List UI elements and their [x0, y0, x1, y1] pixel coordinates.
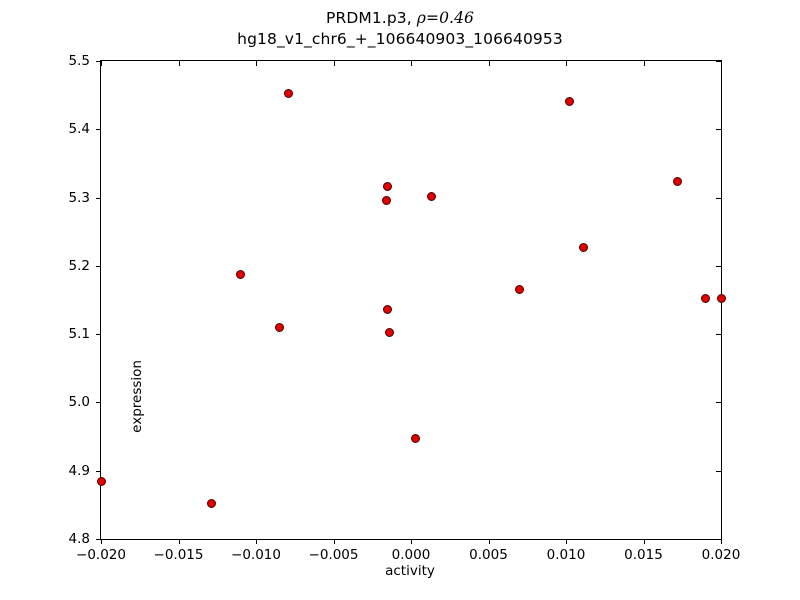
y-axis-tick-label: 5.3	[68, 189, 90, 206]
data-point	[673, 177, 683, 187]
data-point	[284, 89, 294, 99]
y-axis-tick	[96, 265, 101, 267]
data-point	[716, 294, 726, 304]
x-axis-tick-top	[411, 61, 412, 66]
y-axis-tick-label: 5.0	[68, 394, 90, 411]
y-axis-tick-right	[716, 61, 721, 62]
data-point	[384, 328, 394, 338]
y-axis-tick	[96, 470, 101, 472]
data-point	[426, 191, 436, 201]
y-axis-tick-label: 4.9	[68, 462, 90, 479]
data-point	[578, 242, 588, 252]
data-point	[236, 269, 245, 279]
x-axis-tick-label: −0.015	[153, 547, 204, 563]
y-axis-tick-label: 5.2	[68, 257, 90, 274]
plot-data-area	[96, 61, 726, 539]
x-axis-tick	[721, 539, 722, 544]
x-axis-tick-top	[178, 61, 180, 66]
y-axis-label: expression	[129, 360, 145, 433]
x-axis-tick-label: 0.015	[624, 547, 663, 563]
y-axis-tick	[96, 61, 101, 62]
x-axis-tick-top	[101, 61, 102, 66]
y-axis-tick-right	[716, 265, 721, 267]
x-axis-tick-label: −0.010	[231, 547, 281, 563]
data-point	[96, 477, 106, 487]
x-axis-tick	[643, 539, 645, 544]
x-axis-tick-label: −0.020	[76, 547, 126, 563]
y-axis-tick-right	[716, 334, 721, 336]
chart-title-prefix: PRDM1.p3,	[326, 9, 417, 27]
y-axis-tick-right	[716, 402, 721, 404]
x-axis-tick	[566, 539, 567, 544]
data-point	[274, 323, 284, 333]
y-axis-tick-label: 5.5	[68, 53, 90, 69]
rho-symbol: ρ	[416, 9, 426, 27]
data-point	[515, 285, 524, 295]
x-axis-tick	[333, 539, 335, 544]
x-axis-tick-top	[566, 61, 567, 66]
x-axis-tick-label: 0.005	[469, 547, 508, 563]
data-point	[411, 434, 421, 444]
x-axis-tick-top	[488, 61, 490, 66]
x-axis-tick-top	[721, 61, 722, 66]
y-axis-tick	[96, 129, 101, 131]
x-axis-tick	[101, 539, 102, 544]
x-axis-tick-label: −0.005	[308, 547, 359, 563]
y-axis-tick-right	[716, 129, 721, 131]
y-axis-tick-label: 5.1	[68, 326, 90, 343]
data-point	[383, 305, 393, 315]
y-axis-tick-right	[716, 539, 721, 540]
chart-title: PRDM1.p3, ρ=0.46 hg18_v1_chr6_+_10664090…	[0, 8, 800, 50]
x-axis-label: activity	[385, 563, 435, 579]
y-axis-tick-label: 4.8	[68, 531, 90, 547]
x-axis-tick-label: 0.020	[701, 547, 741, 563]
y-axis-tick-right	[716, 470, 721, 472]
y-axis-tick-label: 5.4	[68, 121, 90, 138]
y-axis-tick	[96, 197, 101, 199]
x-axis-tick-top	[333, 61, 335, 66]
data-point	[381, 195, 391, 205]
y-axis-tick-right	[716, 197, 721, 199]
data-point	[564, 96, 574, 106]
x-axis-tick-label: 0.010	[546, 547, 586, 563]
plot-axes: expression −0.020 −0.015 −0.010 −0.005 0.000…	[69, 53, 741, 563]
x-axis-tick-top	[256, 61, 257, 66]
chart-title-line-2: hg18_v1_chr6_+_106640903_106640953	[237, 30, 563, 48]
x-axis-tick	[411, 539, 412, 544]
rho-value: =0.46	[426, 9, 474, 27]
x-axis-tick-top	[643, 61, 645, 66]
data-point	[206, 498, 216, 508]
x-axis-tick	[488, 539, 490, 544]
y-axis-tick	[96, 539, 101, 540]
x-axis-tick	[178, 539, 180, 544]
x-axis-tick-label: 0.000	[391, 547, 431, 563]
y-axis-tick	[96, 402, 101, 404]
chart-title-line-1: PRDM1.p3, ρ=0.46	[0, 8, 800, 29]
data-point	[383, 182, 393, 192]
data-point	[701, 294, 710, 304]
y-axis-tick	[96, 334, 101, 336]
x-axis-tick	[256, 539, 257, 544]
